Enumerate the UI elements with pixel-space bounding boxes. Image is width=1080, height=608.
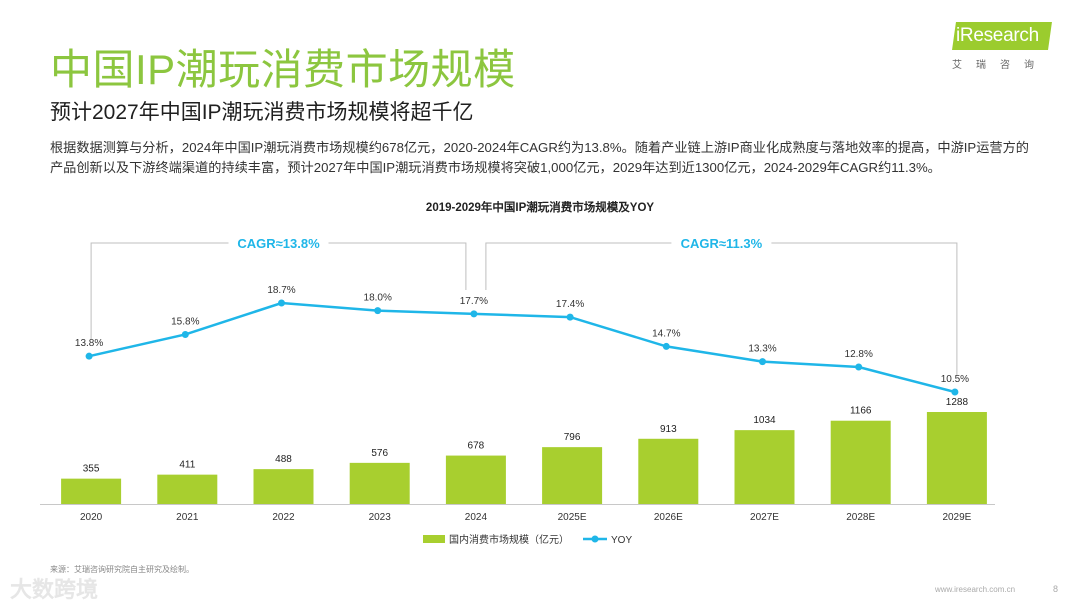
legend-label-line: YOY — [611, 535, 632, 546]
summary-text: 根据数据测算与分析，2024年中国IP潮玩消费市场规模约678亿元，2020-2… — [50, 140, 1029, 175]
logo-cn-text: 艾瑞咨询 — [952, 60, 1048, 71]
legend-swatch-dot — [591, 535, 599, 543]
iresearch-logo: iResearch 艾瑞咨询 — [952, 22, 1052, 72]
yoy-label-2028E: 12.8% — [845, 349, 873, 360]
yoy-point-2027E — [759, 358, 766, 366]
bar-2026E — [638, 438, 699, 504]
bar-value-label-2020: 355 — [83, 464, 100, 475]
yoy-point-2025E — [566, 313, 574, 321]
bar-value-label-2029E: 1288 — [946, 397, 969, 408]
bar-2023 — [349, 462, 410, 504]
watermark: 大数跨境 — [10, 577, 99, 602]
yoy-label-2024: 17.7% — [460, 296, 488, 307]
page-number: 8 — [1053, 584, 1059, 594]
bar-value-label-2023: 576 — [371, 448, 388, 459]
bar-2027E — [734, 430, 795, 504]
yoy-point-2020 — [85, 352, 93, 360]
logo-text: iResearch — [956, 25, 1039, 46]
bar-2022 — [253, 469, 314, 504]
bar-value-label-2022: 488 — [275, 454, 292, 465]
category-label-2029E: 2029E — [942, 512, 971, 523]
bar-2021 — [157, 474, 218, 504]
yoy-label-2026E: 14.7% — [652, 328, 680, 339]
bar-2028E — [830, 420, 891, 504]
yoy-point-2026E — [662, 342, 670, 350]
source-note: 来源：艾瑞咨询研究院自主研究及绘制。 — [50, 565, 194, 574]
yoy-label-2020: 13.8% — [75, 338, 103, 349]
category-label-2027E: 2027E — [750, 512, 779, 523]
footer-url: www.iresearch.com.cn — [935, 585, 1016, 594]
bar-2029E — [926, 412, 987, 504]
yoy-label-2029E: 10.5% — [941, 374, 969, 385]
cagr-bracket-left-2 — [485, 242, 672, 290]
yoy-label-2021: 15.8% — [171, 316, 199, 327]
bar-value-label-2025E: 796 — [564, 432, 581, 443]
bar-value-label-2021: 411 — [179, 460, 195, 471]
bar-value-label-2027E: 1034 — [753, 415, 776, 426]
yoy-label-2027E: 13.3% — [748, 344, 776, 355]
legend-swatch-bar — [423, 535, 445, 543]
yoy-label-2023: 18.0% — [364, 293, 392, 304]
yoy-point-2029E — [951, 388, 959, 396]
category-label-2020: 2020 — [80, 512, 103, 523]
bar-value-label-2024: 678 — [468, 441, 485, 452]
chart-title: 2019-2029年中国IP潮玩消费市场规模及YOY — [425, 202, 655, 214]
yoy-point-2024 — [470, 310, 478, 318]
bar-2020 — [61, 478, 122, 504]
category-label-2023: 2023 — [369, 512, 392, 523]
category-label-2025E: 2025E — [558, 512, 587, 523]
page-subtitle: 预计2027年中国IP潮玩消费市场规模将超千亿 — [50, 101, 474, 124]
category-label-2021: 2021 — [176, 512, 199, 523]
yoy-point-2022 — [278, 299, 285, 307]
cagr-label-1: CAGR≈13.8% — [237, 236, 320, 251]
cagr-label-2: CAGR≈11.3% — [681, 236, 763, 251]
category-label-2022: 2022 — [272, 512, 295, 523]
cagr-bracket-right-2 — [771, 242, 958, 375]
bar-2025E — [542, 447, 603, 504]
yoy-label-2025E: 17.4% — [556, 299, 584, 310]
yoy-line — [88, 301, 956, 394]
yoy-point-2023 — [374, 307, 382, 315]
category-label-2028E: 2028E — [846, 512, 875, 523]
legend-label-bar: 国内消费市场规模（亿元） — [449, 533, 569, 546]
yoy-point-2021 — [181, 330, 189, 338]
bar-value-label-2028E: 1166 — [850, 406, 872, 417]
yoy-point-2028E — [855, 363, 863, 371]
bar-2024 — [445, 455, 506, 504]
page-title: 中国IP潮玩消费市场规模 — [50, 46, 516, 93]
cagr-bracket-right-1 — [328, 242, 467, 290]
cagr-bracket-left-1 — [90, 242, 229, 340]
category-label-2026E: 2026E — [654, 512, 683, 523]
category-label-2024: 2024 — [465, 512, 488, 523]
bar-value-label-2026E: 913 — [660, 424, 677, 435]
yoy-label-2022: 18.7% — [267, 285, 295, 296]
